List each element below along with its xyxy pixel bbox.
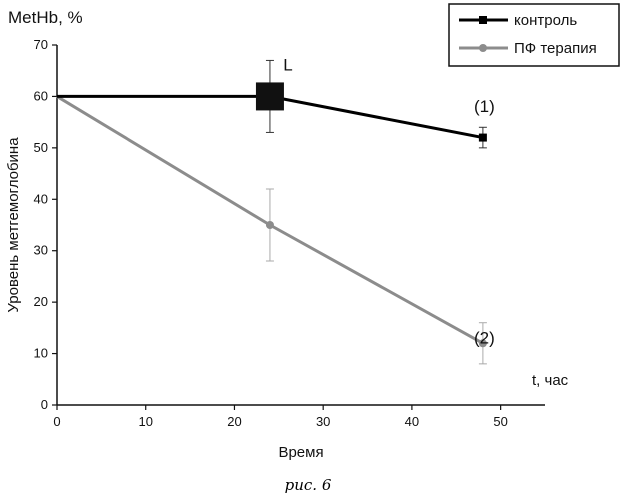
- annotation-l: L: [283, 56, 292, 75]
- y-tick-label: 0: [41, 397, 48, 412]
- highlight-marker: [256, 82, 284, 110]
- x-tick-label: 10: [138, 414, 152, 429]
- annotation-curve-2: (2): [474, 328, 495, 347]
- y-ticks: 0 10 20 30 40 50 60 70: [34, 37, 57, 412]
- legend-marker-therapy: [479, 44, 487, 52]
- chart-title: MetHb, %: [8, 8, 83, 27]
- y-tick-label: 40: [34, 191, 48, 206]
- y-axis-label: Уровень метгемоглобина: [5, 137, 22, 313]
- y-tick-label: 60: [34, 88, 48, 103]
- legend-marker-control: [479, 16, 487, 24]
- data-point-control: [479, 134, 487, 142]
- data-point-therapy: [266, 221, 274, 229]
- figure-signature: рис. 6: [285, 476, 332, 494]
- series-layer: [57, 60, 487, 363]
- legend-label-therapy: ПФ терапия: [514, 40, 597, 57]
- y-tick-label: 30: [34, 243, 48, 258]
- y-tick-label: 20: [34, 294, 48, 309]
- legend: контроль ПФ терапия: [449, 4, 619, 66]
- x-axis-label: Время: [278, 444, 323, 461]
- legend-label-control: контроль: [514, 12, 577, 29]
- y-tick-label: 70: [34, 37, 48, 52]
- x-tick-label: 30: [316, 414, 330, 429]
- y-tick-label: 50: [34, 140, 48, 155]
- x-ticks: 0 10 20 30 40 50: [53, 405, 507, 429]
- x-tick-label: 0: [53, 414, 60, 429]
- x-unit-label: t, час: [532, 372, 569, 389]
- y-tick-label: 10: [34, 346, 48, 361]
- annotation-curve-1: (1): [474, 97, 495, 116]
- x-tick-label: 20: [227, 414, 241, 429]
- x-tick-label: 50: [493, 414, 507, 429]
- x-tick-label: 40: [405, 414, 419, 429]
